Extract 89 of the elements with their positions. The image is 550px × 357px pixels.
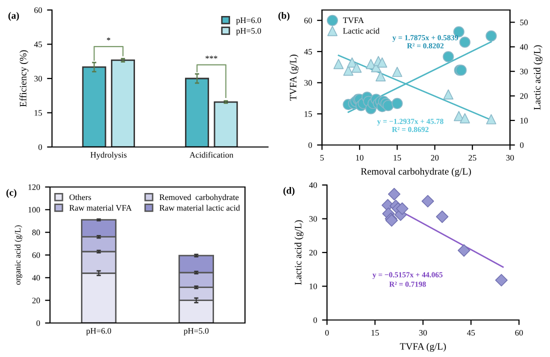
- point: [392, 66, 402, 77]
- y-tick-label: 30: [34, 76, 42, 82]
- y-tick-label: 0: [36, 320, 40, 326]
- y-axis-title: organic acid (g/L): [14, 225, 22, 285]
- y-axis-title: TVFA (g/L): [290, 54, 298, 101]
- x-tick-label: 0: [325, 330, 329, 336]
- y-tick-label: 20: [32, 298, 40, 304]
- point: [436, 210, 448, 223]
- point: [333, 58, 344, 70]
- bar: [185, 78, 210, 147]
- x-axis-title: Removal carbohydrate (g/L): [360, 168, 471, 177]
- y-tick-label: 0: [38, 144, 42, 150]
- point: [422, 194, 434, 208]
- point: [382, 100, 394, 112]
- bar: [82, 66, 106, 147]
- point: [392, 98, 403, 110]
- bar: [214, 101, 238, 147]
- point: [486, 114, 496, 124]
- y-tick-label: 0: [308, 142, 312, 148]
- y-tick-label: 15: [304, 111, 312, 117]
- y-tick-label: 60: [34, 7, 42, 13]
- y-tick-label: 0: [313, 317, 317, 323]
- legend-label: Raw material VFA: [69, 204, 132, 211]
- y-tick-label: 40: [32, 275, 40, 281]
- chart-title: (d): [283, 187, 294, 196]
- annotation: *: [106, 37, 110, 41]
- y-tick-label: 20: [309, 250, 317, 256]
- y-axis-title: Lactic acid (g/L): [294, 220, 304, 285]
- legend-label: TVFA: [342, 18, 364, 24]
- x-tick-label: Hydrolysis: [90, 152, 127, 160]
- x-tick-label: 5: [320, 155, 324, 161]
- x-tick-label: 30: [419, 330, 427, 336]
- legend-label: Raw material lactic acid: [160, 204, 240, 211]
- x-tick-label: 30: [506, 154, 514, 161]
- y-tick-label: 45: [34, 42, 42, 48]
- x-tick-label: 20: [431, 154, 439, 161]
- chart-title: (a): [8, 12, 19, 21]
- point: [495, 274, 508, 286]
- y2-axis-title: Lactic acid (g/L): [534, 45, 542, 110]
- point: [388, 188, 400, 200]
- point: [486, 30, 497, 42]
- x-tick-label: Acidification: [190, 152, 234, 158]
- point: [458, 244, 470, 257]
- y-tick-label: 45: [304, 48, 312, 55]
- point: [377, 57, 388, 68]
- y-tick-label: 15: [34, 110, 42, 116]
- legend-label: Removed carbohydrate: [160, 194, 239, 202]
- legend-label: pH=6.0: [236, 17, 262, 25]
- legend-label: pH=5.0: [236, 28, 262, 36]
- legend-label: Lactic acid: [343, 28, 380, 34]
- y-tick-label: 30: [304, 80, 312, 86]
- chart-title: (b): [278, 12, 290, 21]
- y2-tick-label: 30: [520, 68, 528, 74]
- bar: [110, 60, 135, 147]
- point: [454, 110, 464, 122]
- x-axis-title: TVFA (g/L): [400, 342, 446, 352]
- point: [459, 36, 470, 48]
- point: [443, 89, 454, 100]
- point: [396, 202, 408, 215]
- x-tick-label: 15: [372, 330, 379, 336]
- legend-label: Others: [69, 194, 92, 200]
- x-tick-label: 25: [468, 154, 476, 161]
- x-tick-label: 45: [466, 330, 475, 336]
- point: [460, 113, 470, 124]
- point: [343, 66, 354, 76]
- x-tick-label: 60: [515, 330, 523, 336]
- y-tick-label: 30: [309, 216, 317, 222]
- y-tick-label: 80: [32, 230, 40, 236]
- y-tick-label: 60: [32, 252, 40, 258]
- x-tick-label: pH=5.0: [184, 328, 209, 336]
- y2-tick-label: 0: [520, 142, 524, 148]
- chart-title: (c): [6, 189, 16, 198]
- y2-tick-label: 50: [520, 20, 528, 26]
- point: [442, 51, 454, 62]
- y-tick-label: 100: [28, 207, 40, 213]
- y-axis-title: Efficiency (%): [19, 50, 28, 107]
- y2-tick-label: 20: [520, 93, 528, 99]
- y-tick-label: 40: [309, 182, 317, 188]
- y-tick-label: 60: [304, 18, 312, 24]
- point: [352, 62, 362, 73]
- point: [376, 71, 386, 82]
- y-tick-label: 120: [28, 184, 40, 190]
- x-tick-label: pH=6.0: [86, 328, 112, 336]
- annotation: ***: [206, 56, 218, 59]
- y2-tick-label: 40: [520, 44, 528, 50]
- y-tick-label: 10: [310, 284, 317, 290]
- x-tick-label: 15: [394, 155, 402, 161]
- x-tick-label: 10: [356, 154, 364, 161]
- y2-tick-label: 10: [520, 118, 528, 124]
